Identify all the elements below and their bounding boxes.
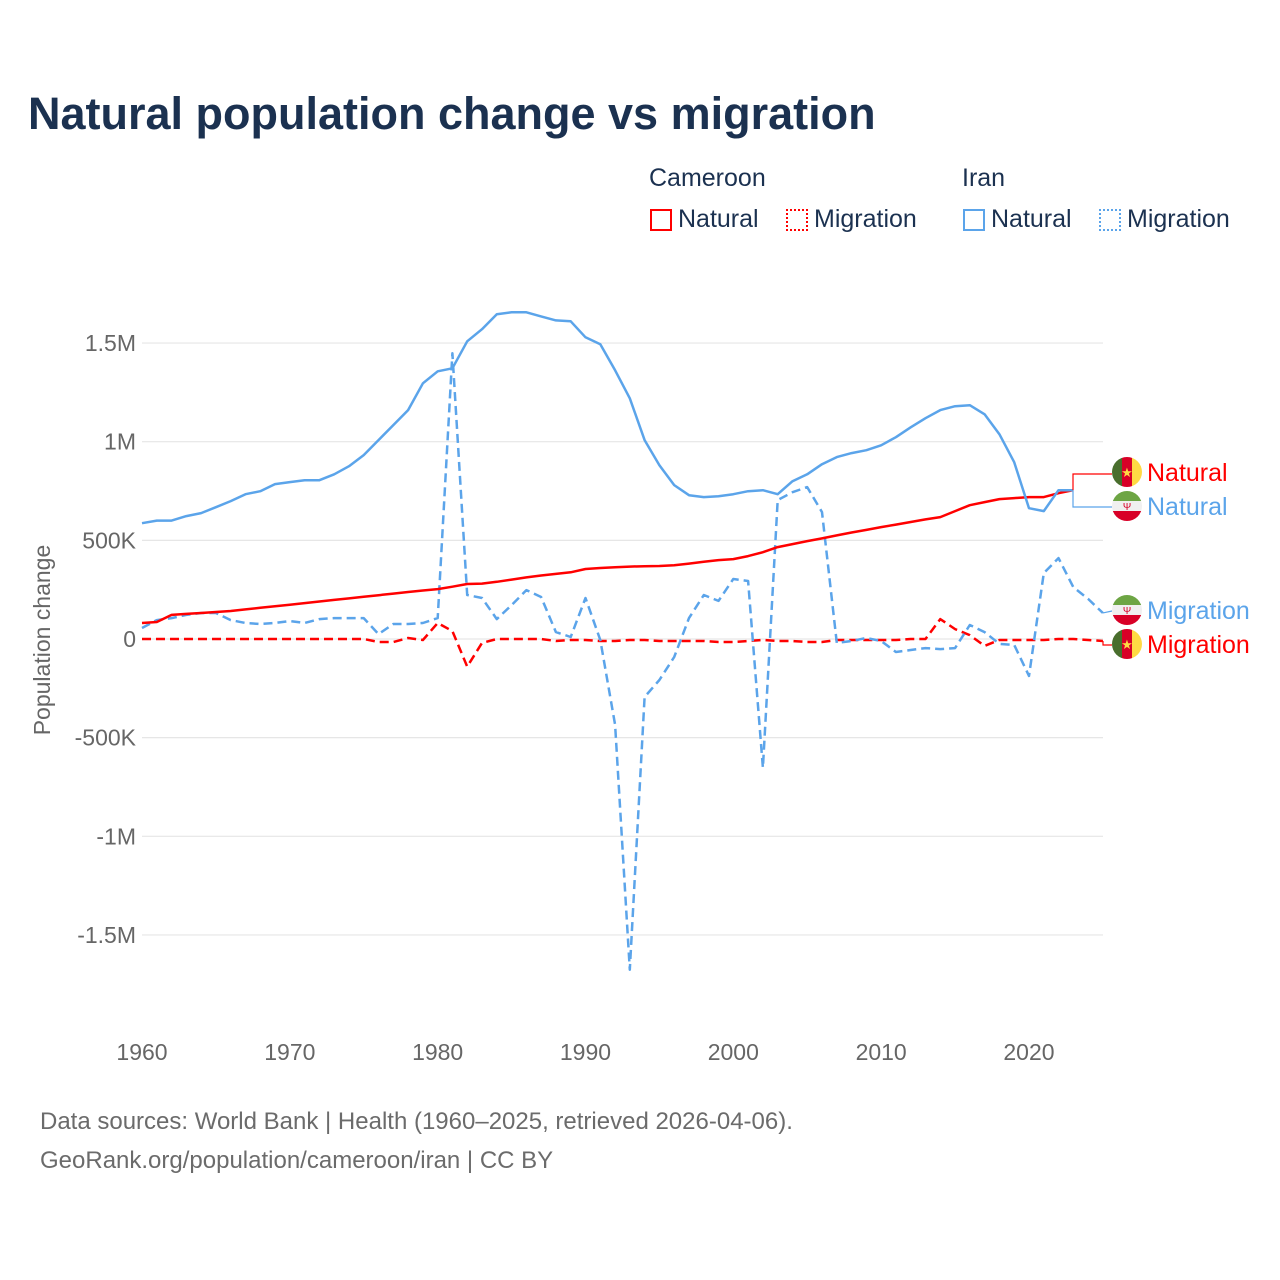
- legend-swatch: [963, 208, 985, 231]
- y-tick-label: -500K: [75, 725, 137, 751]
- x-tick-label: 2020: [1003, 1039, 1054, 1065]
- legend-label: Migration: [814, 205, 917, 233]
- legend-group-cameroon: Cameroon: [649, 164, 766, 192]
- series-cameroon-natural: [141, 488, 1074, 625]
- y-axis-label: Population change: [29, 545, 55, 736]
- x-tick-label: 2010: [856, 1039, 907, 1065]
- cameroon-flag-icon: ★: [1112, 629, 1142, 659]
- x-tick-label: 2000: [708, 1039, 759, 1065]
- x-tick-label: 1970: [264, 1039, 315, 1065]
- y-tick-label: -1.5M: [77, 922, 136, 948]
- x-tick-label: 1990: [560, 1039, 611, 1065]
- svg-text:Ψ: Ψ: [1123, 606, 1131, 617]
- end-label-cameroon-natural: Natural: [1147, 459, 1228, 487]
- end-label-iran-natural: Natural: [1147, 493, 1228, 521]
- iran-flag-icon: Ψ: [1112, 491, 1142, 521]
- legend-iran-migration[interactable]: Migration: [1099, 205, 1230, 234]
- cameroon-flag-icon: ★: [1112, 457, 1142, 487]
- legend-iran-natural[interactable]: Natural: [963, 205, 1072, 234]
- end-label-iran-migration: Migration: [1147, 597, 1250, 625]
- legend-cameroon-natural[interactable]: Natural: [650, 205, 759, 234]
- footer-sources: Data sources: World Bank | Health (1960–…: [40, 1108, 793, 1135]
- y-tick-label: 1M: [104, 429, 136, 455]
- footer-attribution[interactable]: GeoRank.org/population/cameroon/iran | C…: [40, 1147, 554, 1174]
- chart-title: Natural population change vs migration: [28, 88, 876, 139]
- x-tick-label: 1980: [412, 1039, 463, 1065]
- legend-swatch: [1099, 208, 1121, 231]
- end-label-cameroon-migration: Migration: [1147, 631, 1250, 659]
- y-tick-label: 1.5M: [85, 330, 136, 356]
- svg-text:Ψ: Ψ: [1123, 502, 1131, 513]
- legend-label: Natural: [678, 205, 759, 233]
- legend-label: Natural: [991, 205, 1072, 233]
- legend-swatch: [650, 208, 672, 231]
- y-tick-label: -1M: [96, 823, 136, 849]
- legend-cameroon-migration[interactable]: Migration: [786, 205, 917, 234]
- legend-label: Migration: [1127, 205, 1230, 233]
- y-tick-label: 500K: [82, 527, 136, 553]
- legend-group-iran: Iran: [962, 164, 1006, 192]
- svg-text:★: ★: [1121, 465, 1133, 480]
- y-tick-label: 0: [123, 626, 136, 652]
- x-tick-label: 1960: [116, 1039, 167, 1065]
- series-iran-migration: [141, 352, 1104, 971]
- svg-text:★: ★: [1121, 637, 1133, 652]
- series-iran-natural: [141, 311, 1074, 525]
- legend-swatch: [786, 208, 808, 231]
- iran-flag-icon: Ψ: [1112, 595, 1142, 625]
- series-cameroon-migration: [142, 617, 1103, 668]
